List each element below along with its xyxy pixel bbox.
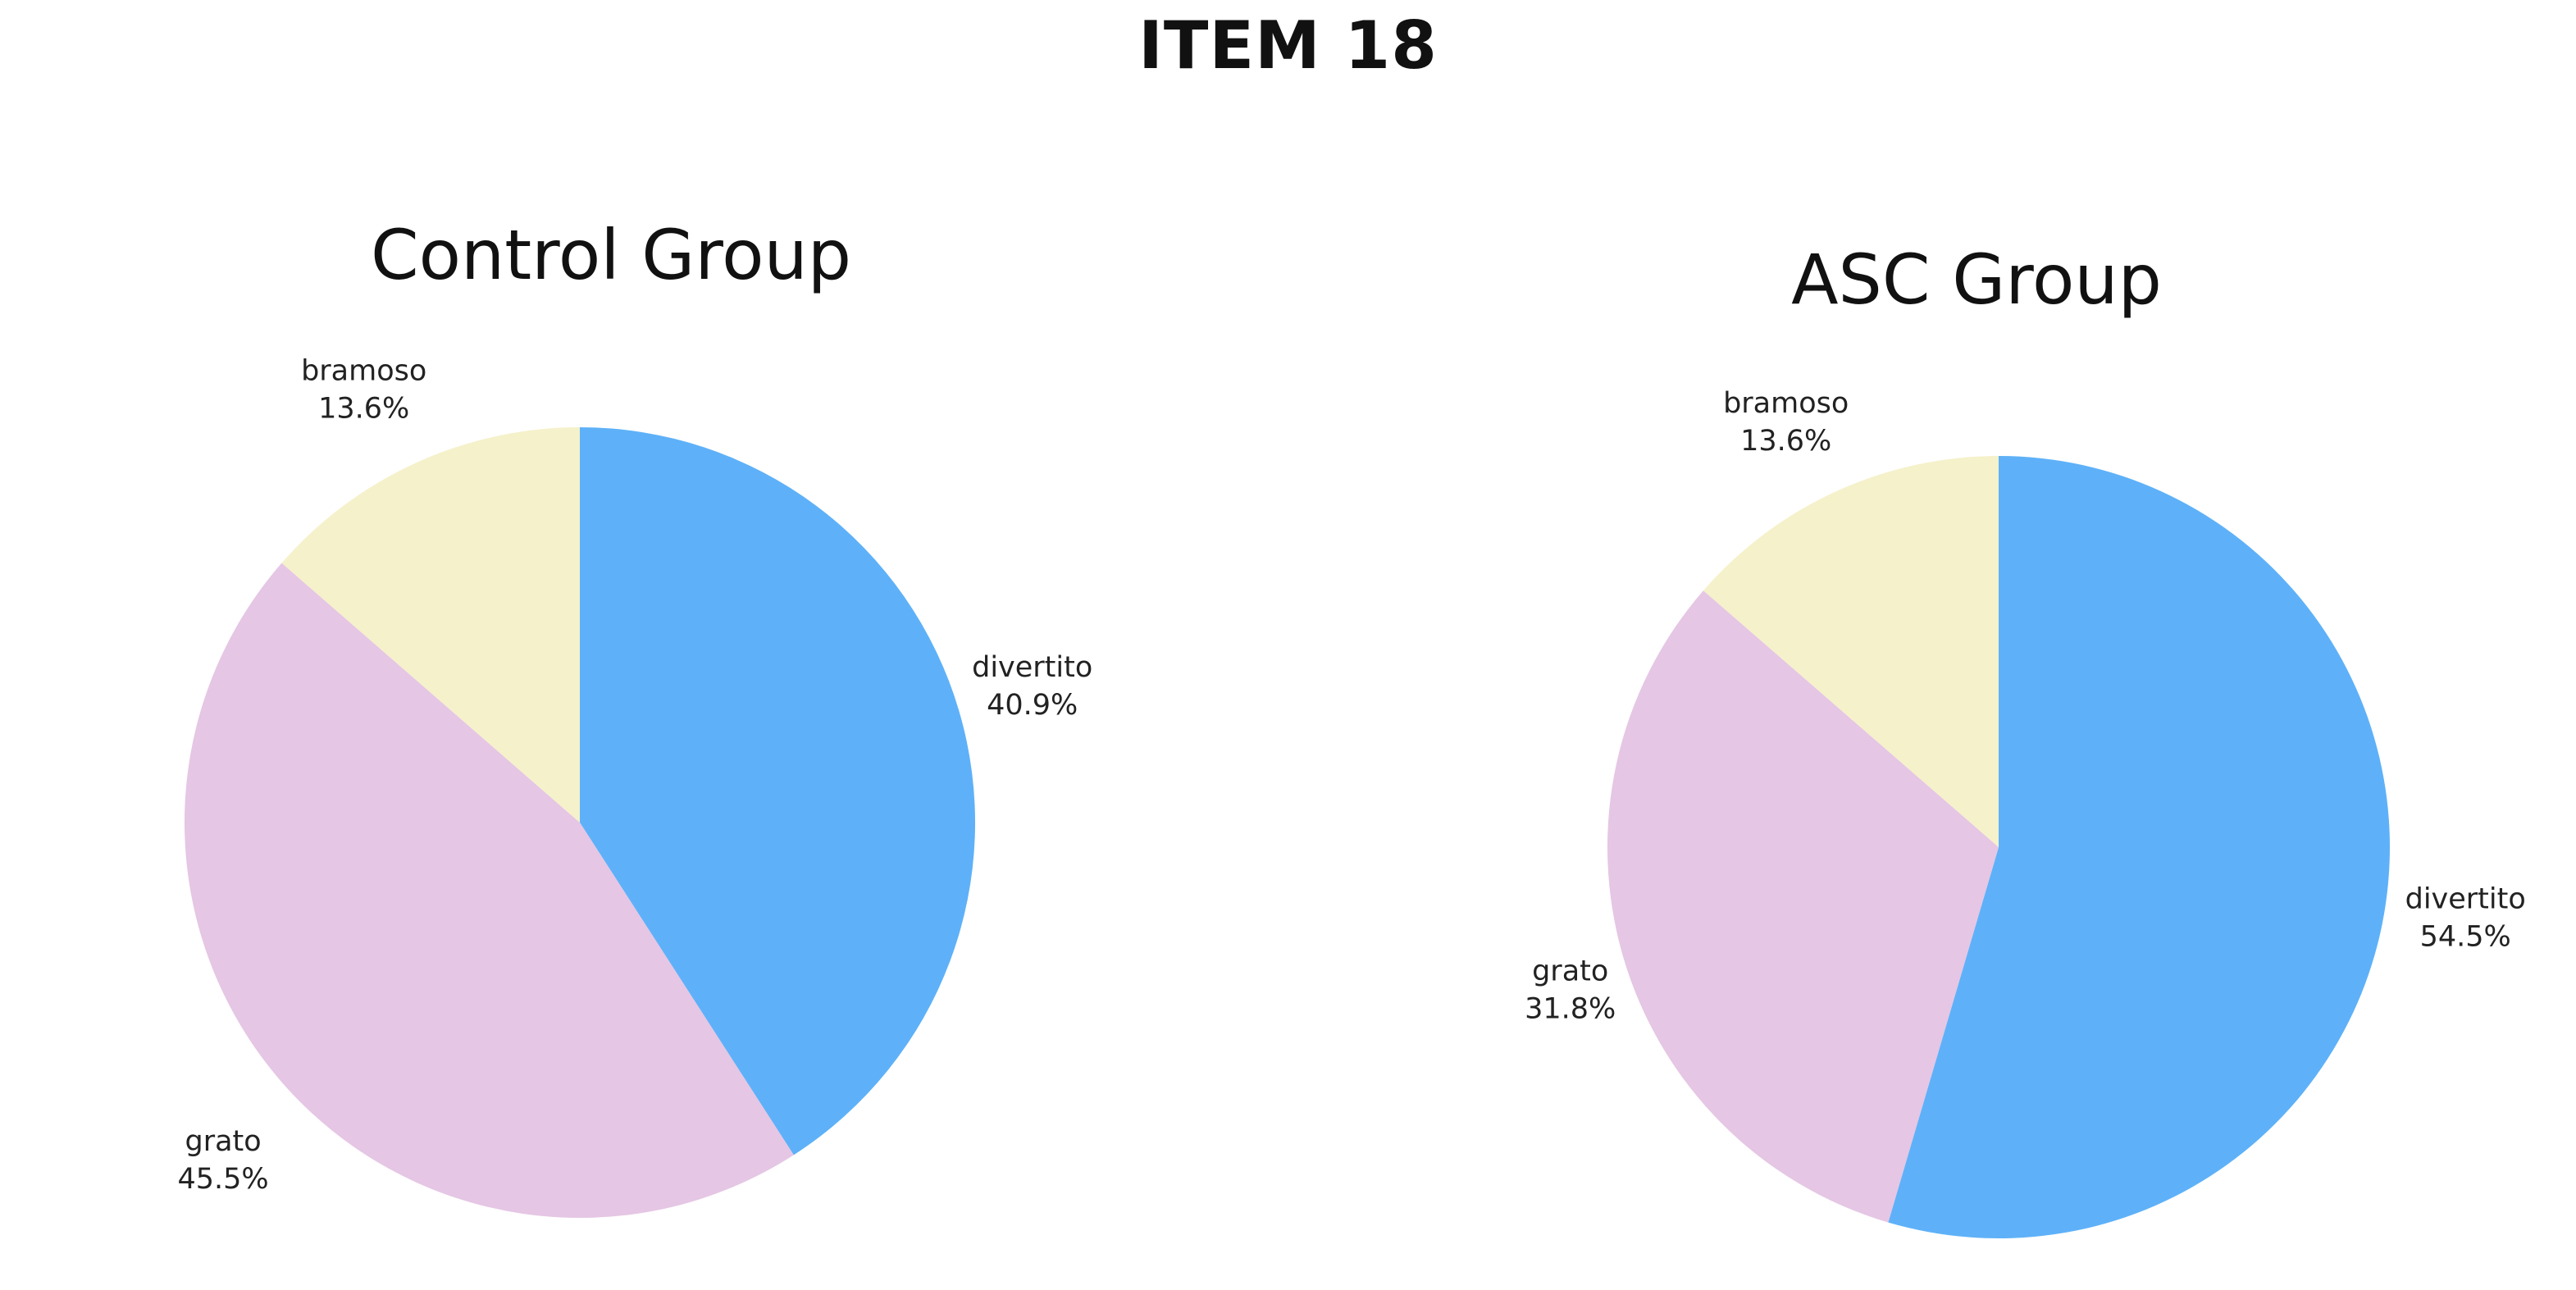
slice-percent-label: 13.6% <box>1740 425 1831 458</box>
slice-category-label: grato <box>1532 955 1608 988</box>
pie-slice-grato <box>184 563 794 1219</box>
figure-title: ITEM 18 <box>1138 7 1438 84</box>
pie-slice-bramoso <box>281 427 580 823</box>
chart-title: Control Group <box>371 215 851 295</box>
slice-category-label: grato <box>185 1125 261 1158</box>
slice-category-label: divertito <box>2405 883 2526 916</box>
pie-slice-grato <box>1607 590 1999 1223</box>
control-group-pie-chart: Control Group divertito 40.9% grato 45.5% br… <box>178 215 1092 1219</box>
slice-category-label: bramoso <box>1723 387 1849 420</box>
slice-percent-label: 40.9% <box>987 689 1078 722</box>
pie-slice-divertito <box>580 427 976 1156</box>
slice-category-label: divertito <box>972 651 1092 684</box>
pie-slice-bramoso <box>1703 456 1999 847</box>
slice-percent-label: 13.6% <box>318 393 409 426</box>
slice-percent-label: 45.5% <box>178 1163 269 1196</box>
slice-category-label: bramoso <box>301 355 426 388</box>
asc-group-pie-chart: ASC Group divertito 54.5% grato 31.8% bramos… <box>1525 239 2526 1239</box>
slice-percent-label: 31.8% <box>1525 993 1616 1026</box>
pie-slice-divertito <box>1888 456 2391 1239</box>
slice-percent-label: 54.5% <box>2420 921 2511 954</box>
chart-title: ASC Group <box>1791 239 2162 320</box>
